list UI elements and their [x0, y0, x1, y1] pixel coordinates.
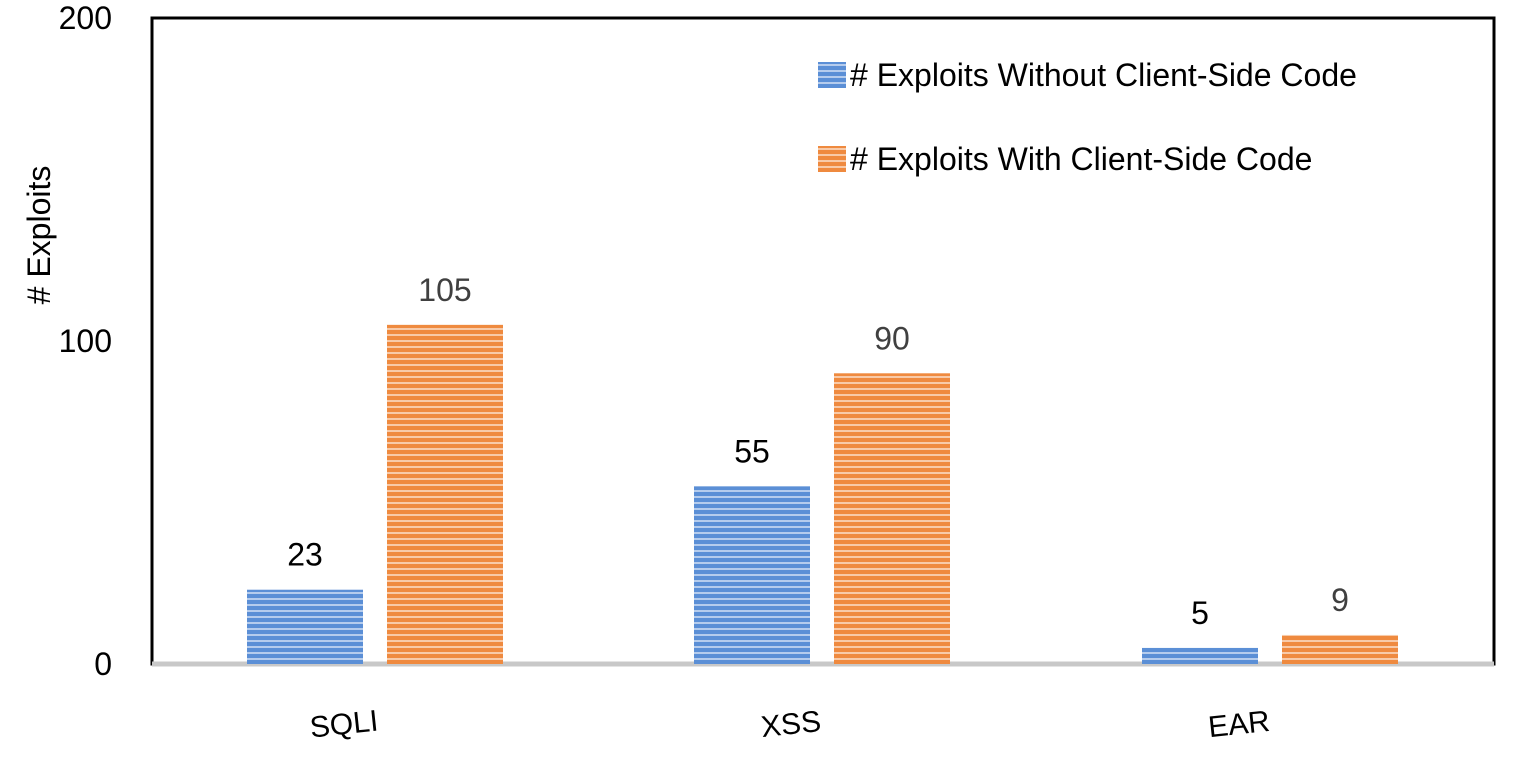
- data-label: 5: [1191, 595, 1209, 631]
- bar-ear-series-2: [1282, 634, 1398, 664]
- data-label: 9: [1331, 582, 1349, 618]
- plot-border: [150, 16, 1496, 666]
- bar-sqli-series-1: [247, 589, 363, 664]
- y-tick-label: 100: [59, 323, 112, 359]
- x-category-label: SQLI: [308, 705, 379, 745]
- y-axis-title: # Exploits: [21, 166, 57, 305]
- legend-label: # Exploits With Client-Side Code: [850, 141, 1312, 177]
- x-category-label: XSS: [759, 705, 822, 744]
- data-label: 23: [287, 537, 323, 573]
- data-label: 105: [418, 272, 471, 308]
- bar-ear-series-1: [1142, 647, 1258, 664]
- data-label: 55: [734, 433, 770, 469]
- y-tick-label: 0: [94, 646, 112, 682]
- bar-sqli-series-2: [387, 324, 503, 664]
- data-label: 90: [874, 320, 910, 356]
- x-category-label: EAR: [1207, 705, 1272, 744]
- data-labels-group: 23 105 55 90 5 9: [287, 272, 1349, 631]
- legend: # Exploits Without Client-Side Code # Exp…: [818, 57, 1357, 177]
- bars-group: [247, 324, 1398, 664]
- legend-swatch: [818, 146, 846, 172]
- bar-xss-series-1: [694, 486, 810, 664]
- bar-xss-series-2: [834, 373, 950, 664]
- x-axis-categories: SQLI XSS EAR: [308, 705, 1271, 745]
- legend-label: # Exploits Without Client-Side Code: [850, 57, 1357, 93]
- plot-area: [150, 16, 1496, 667]
- y-tick-label: 200: [59, 0, 112, 36]
- y-axis-ticks: 0 100 200: [59, 0, 112, 682]
- legend-swatch: [818, 62, 846, 88]
